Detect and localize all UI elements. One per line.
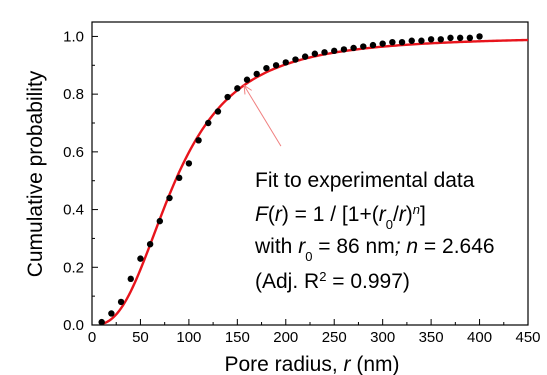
- y-tick-label: 0.8: [63, 86, 84, 103]
- x-tick-label: 300: [370, 329, 395, 346]
- data-point: [379, 40, 386, 47]
- data-points: [98, 33, 483, 326]
- data-point: [205, 119, 212, 127]
- x-axis-title-suffix: (nm): [351, 353, 400, 375]
- x-tick-label: 400: [467, 329, 492, 346]
- data-point: [418, 37, 425, 44]
- x-tick-label: 200: [273, 329, 298, 346]
- data-point: [166, 194, 173, 202]
- data-point: [360, 43, 367, 50]
- data-point: [331, 47, 338, 55]
- data-point: [476, 33, 483, 40]
- x-tick-label: 0: [88, 329, 96, 346]
- x-tick-label: 350: [419, 329, 444, 346]
- data-point: [447, 34, 454, 42]
- data-point: [282, 59, 289, 66]
- data-point: [466, 34, 474, 42]
- x-axis-title-prefix: Pore radius,: [224, 353, 343, 375]
- data-point: [214, 108, 222, 115]
- x-tick-label: 50: [132, 329, 149, 346]
- arrow-head: [243, 84, 252, 95]
- y-tick-label: 0.2: [63, 259, 84, 276]
- annotation-arrow: [243, 84, 282, 147]
- annotation-r2: (Adj. R2 = 0.997): [255, 269, 410, 294]
- data-point: [253, 70, 260, 78]
- data-point: [108, 310, 115, 317]
- data-point: [176, 174, 183, 182]
- annotation-title: Fit to experimental data: [255, 169, 475, 192]
- data-point: [98, 318, 105, 326]
- data-point: [456, 34, 464, 42]
- data-point: [292, 56, 299, 63]
- data-point: [437, 36, 444, 43]
- data-point: [224, 93, 231, 101]
- data-point: [389, 39, 396, 46]
- data-point: [137, 255, 144, 262]
- annotation-params: with r0 = 86 nm; n = 2.646: [254, 235, 495, 264]
- data-point: [234, 85, 241, 92]
- data-point: [427, 36, 435, 43]
- x-tick-label: 150: [225, 329, 250, 346]
- x-axis-title: Pore radius, r (nm): [224, 353, 399, 375]
- data-point: [263, 64, 270, 72]
- data-point: [272, 62, 280, 69]
- data-point: [185, 160, 193, 167]
- data-point: [311, 50, 319, 57]
- data-point: [398, 39, 406, 46]
- data-point: [243, 76, 251, 83]
- x-tick-label: 250: [322, 329, 347, 346]
- y-tick-label: 1.0: [63, 28, 84, 45]
- data-point: [156, 217, 164, 225]
- x-axis-ticks: 0 50 100 150 200 250 300 350 400 450: [88, 319, 541, 346]
- arrow-line: [243, 85, 282, 147]
- data-point: [369, 41, 377, 49]
- y-axis-title: Cumulative probability: [24, 70, 47, 277]
- x-tick-label: 100: [176, 329, 201, 346]
- y-tick-label: 0.0: [63, 317, 84, 334]
- data-point: [321, 49, 328, 56]
- y-tick-label: 0.6: [63, 144, 84, 161]
- data-point: [195, 137, 202, 144]
- data-point: [408, 37, 415, 44]
- data-point: [340, 46, 348, 53]
- data-point: [350, 44, 357, 52]
- data-point: [301, 53, 309, 60]
- data-point: [146, 241, 154, 248]
- annotation-formula: F(r) = 1 / [1+(r0/r)n]: [255, 202, 426, 232]
- data-point: [127, 275, 134, 283]
- x-tick-label: 450: [515, 329, 540, 346]
- y-axis-ticks: 0.0 0.2 0.4 0.6 0.8 1.0: [63, 28, 98, 334]
- y-tick-label: 0.4: [63, 202, 84, 219]
- data-point: [117, 298, 125, 306]
- fit-annotation: Fit to experimental data F(r) = 1 / [1+(…: [254, 169, 495, 293]
- x-axis-title-var: r: [344, 353, 352, 375]
